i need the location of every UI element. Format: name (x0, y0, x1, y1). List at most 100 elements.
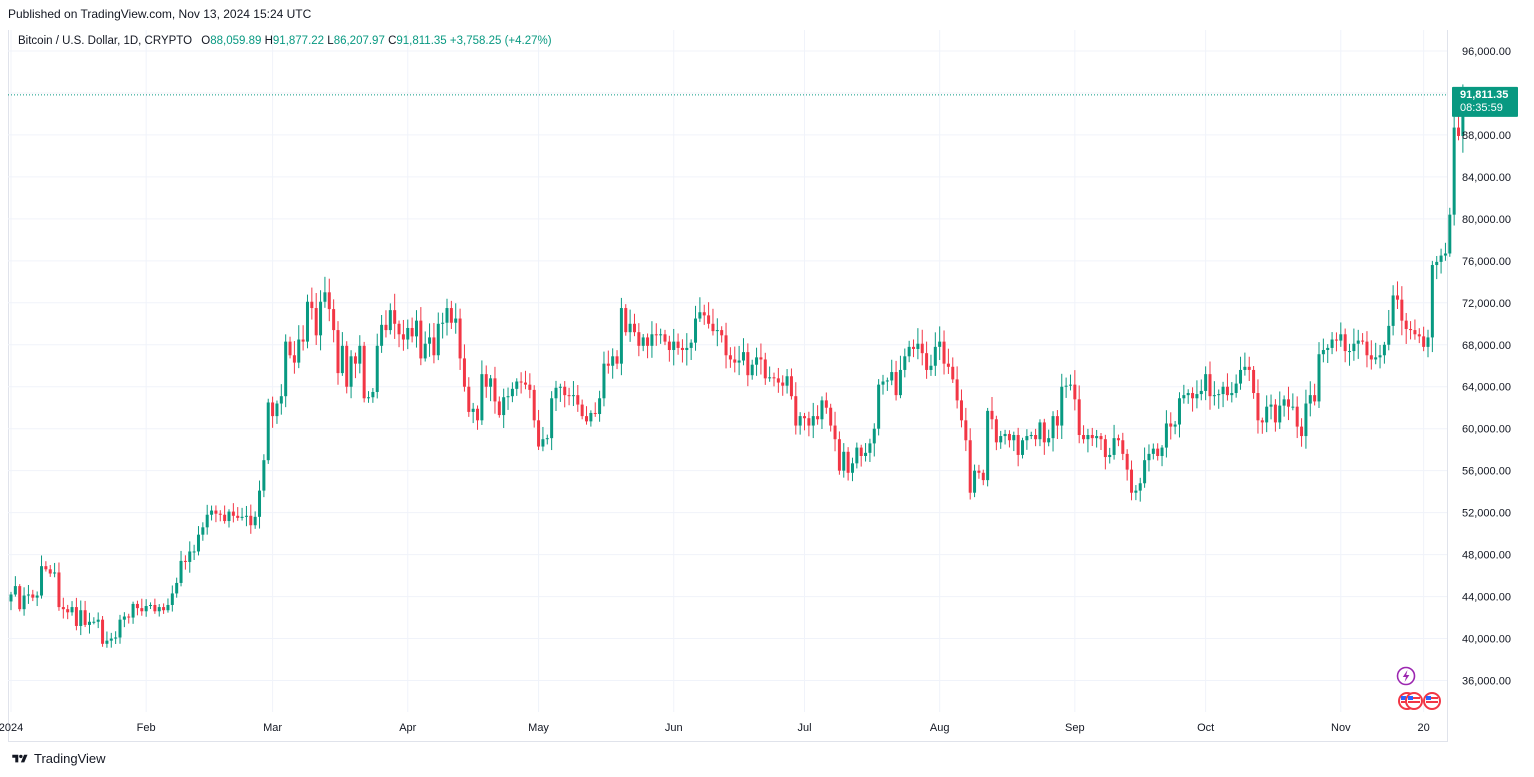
candle-body (1326, 347, 1330, 351)
legend-high-value: 91,877.22 (272, 35, 325, 47)
candle-body (196, 534, 200, 552)
candle-body (789, 376, 793, 397)
candle-body (480, 374, 484, 421)
candle-body (1160, 447, 1164, 456)
candle-body (1439, 255, 1443, 262)
candle-body (733, 359, 737, 363)
candle-body (933, 346, 937, 366)
legend-close-value: 91,811.35 (396, 35, 447, 47)
candle-body (1426, 337, 1430, 347)
candle-body (445, 308, 449, 323)
candle-body (920, 343, 924, 354)
candle-body (741, 352, 745, 361)
candle-body (105, 640, 109, 644)
last-price-value: 91,811.35 (1460, 89, 1508, 101)
candle-body (1365, 341, 1369, 356)
candle-body (223, 514, 227, 522)
candle-body (301, 339, 305, 342)
lightning-event-icon[interactable] (1396, 666, 1416, 686)
candle-body (598, 398, 602, 415)
candle-body (122, 616, 126, 620)
candle-body (44, 566, 48, 570)
candle-body (1291, 406, 1295, 408)
candle-body (157, 607, 161, 612)
candle-body (1042, 422, 1046, 443)
candle-body (1021, 440, 1025, 455)
candle-body (493, 378, 497, 402)
tradingview-logo-icon (12, 754, 28, 762)
candle-body (114, 637, 118, 639)
candle-body (667, 341, 671, 351)
candle-body (1247, 366, 1251, 370)
candle-body (1090, 435, 1094, 439)
candle-body (554, 387, 558, 399)
legend-close-label: C (388, 35, 397, 47)
candle-body (807, 418, 811, 426)
candle-body (288, 341, 292, 356)
candle-body (776, 378, 780, 383)
candle-body (1208, 374, 1212, 397)
candle-body (210, 510, 214, 515)
price-tick-label: 56,000.00 (1462, 466, 1511, 478)
candle-body (340, 345, 344, 374)
candle-body (811, 416, 815, 426)
price-tick-label: 64,000.00 (1462, 382, 1511, 394)
candle-body (432, 337, 436, 356)
candle-body (515, 381, 519, 389)
candle-body (1034, 435, 1038, 440)
footer-brand[interactable]: TradingView (10, 751, 106, 766)
candle-body (66, 609, 70, 613)
us-flag-event-icon-3[interactable] (1423, 692, 1441, 710)
candle-body (602, 363, 606, 399)
time-tick-label: Oct (1197, 722, 1214, 734)
candle-body (1095, 436, 1099, 439)
candle-body (367, 397, 371, 399)
candle-body (31, 594, 35, 598)
candle-body (240, 516, 244, 518)
candle-body (397, 323, 401, 335)
candle-body (563, 386, 567, 396)
candle-body (571, 395, 575, 397)
price-tick-label: 60,000.00 (1462, 424, 1511, 436)
candle-body (659, 334, 663, 336)
time-tick-label: Aug (930, 722, 950, 734)
candle-body (680, 347, 684, 351)
candle-body (868, 443, 872, 453)
candle-body (1230, 393, 1234, 396)
candle-body (284, 341, 288, 397)
candle-body (938, 341, 942, 347)
candle-body (53, 572, 57, 574)
candle-body (1317, 354, 1321, 402)
candle-body (1273, 404, 1277, 423)
us-flag-event-icon-2[interactable] (1405, 692, 1423, 710)
candle-body (759, 357, 763, 360)
candle-body (258, 490, 262, 517)
candle-body (968, 440, 972, 493)
candle-body (1252, 369, 1256, 394)
candle-body (545, 438, 549, 440)
candle-body (92, 621, 96, 623)
price-tick-label: 72,000.00 (1462, 298, 1511, 310)
candle-body (676, 341, 680, 348)
candle-body (401, 334, 405, 340)
candle-body (262, 460, 266, 491)
published-note: Published on TradingView.com, Nov 13, 20… (8, 7, 312, 21)
candle-body (1278, 405, 1282, 423)
last-price-countdown: 08:35:59 (1460, 102, 1503, 114)
candle-body (1391, 295, 1395, 326)
candle-body (881, 381, 885, 385)
candle-body (646, 337, 650, 346)
price-axis: 96,000.0092,000.0088,000.0084,000.0080,0… (1462, 46, 1511, 688)
candle-body (1186, 393, 1190, 396)
candle-body (1204, 374, 1208, 391)
candle-body (166, 604, 170, 611)
candle-body (375, 345, 379, 392)
candle-body (249, 515, 253, 526)
candle-body (1191, 393, 1195, 399)
candle-body (57, 572, 61, 608)
candle-body (1156, 448, 1160, 456)
candle-body (898, 369, 902, 396)
candle-body (523, 382, 527, 385)
candle-body (951, 366, 955, 380)
